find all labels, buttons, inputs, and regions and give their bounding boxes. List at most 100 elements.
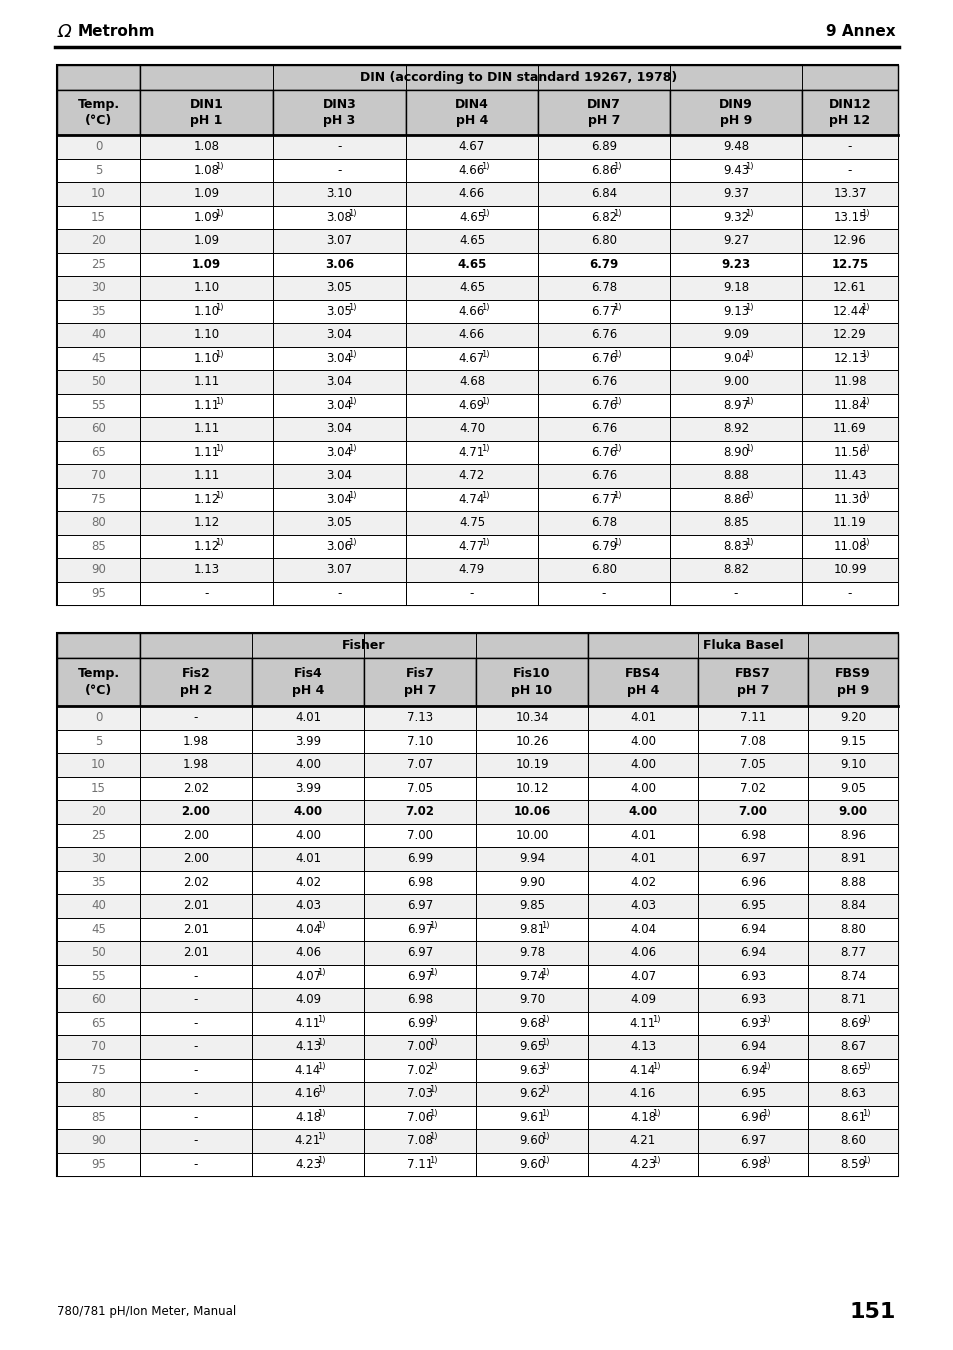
Text: 6.98: 6.98 xyxy=(407,876,433,888)
Text: 8.97: 8.97 xyxy=(722,398,748,412)
Text: 4.66: 4.66 xyxy=(458,305,485,317)
Text: 20: 20 xyxy=(91,805,106,818)
Text: 1): 1) xyxy=(612,350,620,359)
Text: 1): 1) xyxy=(744,302,753,312)
Text: -: - xyxy=(193,969,198,983)
Bar xyxy=(364,988,476,1011)
Text: 6.78: 6.78 xyxy=(590,516,617,529)
Text: 1): 1) xyxy=(215,302,224,312)
Bar xyxy=(537,275,669,300)
Bar xyxy=(252,657,364,706)
Text: 55: 55 xyxy=(91,969,106,983)
Text: 95: 95 xyxy=(91,1158,106,1170)
Bar xyxy=(801,205,897,230)
Text: -: - xyxy=(193,1041,198,1053)
Text: 1): 1) xyxy=(316,968,325,976)
Bar xyxy=(698,941,807,964)
Text: 1): 1) xyxy=(861,444,868,452)
Text: pH 4: pH 4 xyxy=(626,683,659,697)
Bar xyxy=(140,65,897,90)
Text: 9.74: 9.74 xyxy=(518,969,544,983)
Bar xyxy=(140,464,273,487)
Bar xyxy=(140,941,252,964)
Text: 1): 1) xyxy=(540,1015,549,1023)
Bar xyxy=(140,918,252,941)
Bar xyxy=(698,871,807,894)
Text: 4.00: 4.00 xyxy=(294,805,322,818)
Text: 1): 1) xyxy=(348,444,356,452)
Text: 1): 1) xyxy=(744,209,753,217)
Bar xyxy=(801,252,897,275)
Text: 75: 75 xyxy=(91,1064,106,1077)
Text: 0: 0 xyxy=(94,711,102,724)
Bar xyxy=(140,706,252,729)
Bar xyxy=(587,729,698,753)
Bar xyxy=(476,941,587,964)
Bar xyxy=(406,275,537,300)
Text: 2.01: 2.01 xyxy=(183,923,209,936)
Bar xyxy=(364,964,476,988)
Text: 4.07: 4.07 xyxy=(629,969,656,983)
Bar xyxy=(476,1011,587,1035)
Bar xyxy=(57,135,140,158)
Bar xyxy=(140,1011,252,1035)
Text: 1): 1) xyxy=(215,397,224,405)
Bar xyxy=(669,558,801,582)
Text: 1): 1) xyxy=(540,921,549,930)
Text: Temp.: Temp. xyxy=(77,667,119,680)
Text: -: - xyxy=(193,994,198,1006)
Text: 13.37: 13.37 xyxy=(832,188,866,200)
Text: 6.80: 6.80 xyxy=(590,235,617,247)
Bar xyxy=(140,440,273,464)
Bar xyxy=(273,275,406,300)
Bar xyxy=(273,487,406,512)
Text: 1): 1) xyxy=(429,1085,436,1094)
Text: Fis10: Fis10 xyxy=(513,667,550,680)
Bar xyxy=(406,487,537,512)
Text: 8.84: 8.84 xyxy=(840,899,865,913)
Text: 1): 1) xyxy=(480,397,489,405)
Bar xyxy=(669,252,801,275)
Text: 40: 40 xyxy=(91,328,106,342)
Text: 5: 5 xyxy=(94,734,102,748)
Text: -: - xyxy=(469,587,474,599)
Text: 6.76: 6.76 xyxy=(590,352,617,365)
Text: 4.18: 4.18 xyxy=(629,1111,656,1123)
Bar xyxy=(57,871,140,894)
Bar xyxy=(140,347,273,370)
Bar xyxy=(476,964,587,988)
Bar xyxy=(273,370,406,393)
Bar xyxy=(476,729,587,753)
Bar xyxy=(698,988,807,1011)
Text: 6.77: 6.77 xyxy=(590,305,617,317)
Text: 6.84: 6.84 xyxy=(590,188,617,200)
Bar xyxy=(698,964,807,988)
Text: 4.06: 4.06 xyxy=(629,946,656,960)
Bar xyxy=(140,230,273,252)
Text: 1): 1) xyxy=(429,921,436,930)
Text: 60: 60 xyxy=(91,994,106,1006)
Text: -: - xyxy=(193,711,198,724)
Text: 8.86: 8.86 xyxy=(722,493,748,506)
Text: 3.05: 3.05 xyxy=(326,305,352,317)
Bar xyxy=(698,753,807,776)
Bar xyxy=(406,393,537,417)
Bar xyxy=(273,464,406,487)
Text: 6.97: 6.97 xyxy=(406,923,433,936)
Bar xyxy=(252,1011,364,1035)
Text: 7.02: 7.02 xyxy=(407,1064,433,1077)
Text: pH 7: pH 7 xyxy=(587,113,619,127)
Bar xyxy=(537,347,669,370)
Bar xyxy=(57,988,140,1011)
Text: 4.04: 4.04 xyxy=(629,923,656,936)
Text: 1): 1) xyxy=(612,444,620,452)
Text: 4.02: 4.02 xyxy=(629,876,656,888)
Text: 12.13: 12.13 xyxy=(832,352,866,365)
Bar xyxy=(140,1153,252,1176)
Bar xyxy=(140,964,252,988)
Text: 6.99: 6.99 xyxy=(406,852,433,865)
Bar xyxy=(364,941,476,964)
Text: FBS4: FBS4 xyxy=(624,667,660,680)
Text: 12.75: 12.75 xyxy=(830,258,868,271)
Bar xyxy=(807,871,897,894)
